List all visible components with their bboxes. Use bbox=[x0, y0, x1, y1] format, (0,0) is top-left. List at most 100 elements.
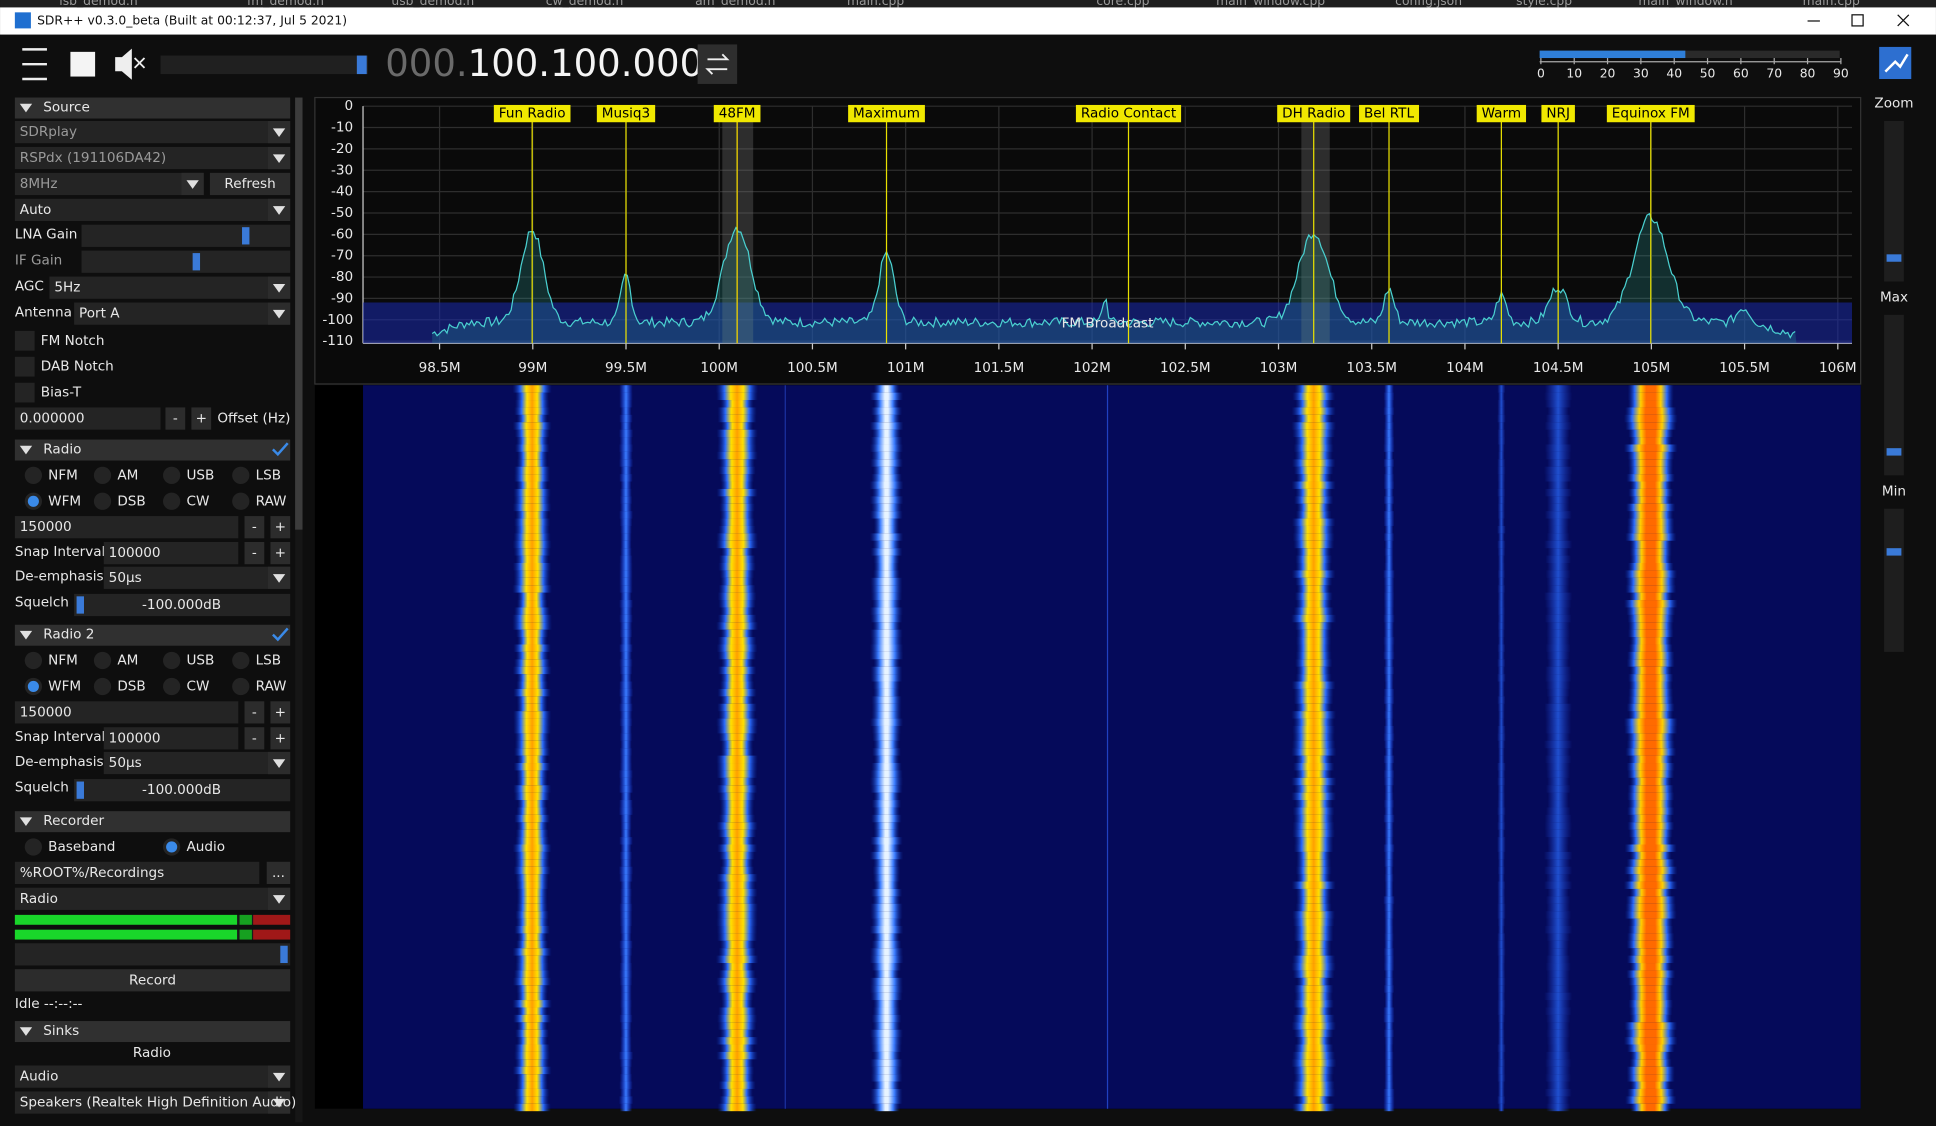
sidebar-scroll-thumb[interactable] bbox=[295, 97, 303, 530]
checkbox-label: Bias-T bbox=[41, 385, 82, 401]
sidebar-scrollbar[interactable] bbox=[295, 97, 303, 1123]
slider[interactable] bbox=[14, 943, 291, 966]
button[interactable] bbox=[270, 516, 291, 539]
waterfall-signal bbox=[1296, 1096, 1331, 1104]
bookmark-tag[interactable] bbox=[493, 104, 571, 123]
bookmark-tag[interactable] bbox=[1541, 104, 1575, 123]
radio-button[interactable] bbox=[163, 651, 181, 670]
waterfall-signal bbox=[716, 533, 758, 541]
section-header[interactable] bbox=[14, 1021, 291, 1043]
button[interactable] bbox=[270, 727, 291, 750]
menu-button[interactable] bbox=[15, 44, 55, 84]
bookmark-tag[interactable] bbox=[596, 104, 656, 123]
waterfall-signal bbox=[1497, 807, 1506, 815]
text-input[interactable] bbox=[103, 727, 239, 750]
section-header[interactable] bbox=[14, 624, 291, 646]
radio-button[interactable] bbox=[93, 492, 112, 510]
radio-button[interactable] bbox=[24, 838, 43, 856]
bookmark-tag[interactable] bbox=[1277, 104, 1351, 123]
band-label: FM Broadcast bbox=[1062, 315, 1154, 331]
radio-button[interactable] bbox=[93, 677, 112, 696]
fft-x-label: 98.5M bbox=[419, 360, 461, 376]
vertical-slider[interactable] bbox=[1884, 314, 1904, 476]
radio-button[interactable] bbox=[93, 651, 112, 670]
waterfall-signal bbox=[717, 666, 757, 675]
button[interactable] bbox=[191, 407, 212, 430]
dropdown[interactable] bbox=[14, 146, 291, 170]
dropdown-arrow bbox=[272, 154, 286, 163]
waterfall-signal bbox=[869, 422, 904, 430]
text-input[interactable] bbox=[14, 861, 260, 885]
waterfall-signal bbox=[1628, 488, 1674, 497]
radio-button[interactable] bbox=[24, 466, 43, 484]
radio-button[interactable] bbox=[232, 651, 250, 670]
vertical-slider[interactable] bbox=[1884, 120, 1904, 282]
dropdown[interactable] bbox=[14, 198, 291, 222]
maximize-button[interactable] bbox=[1851, 14, 1864, 27]
radio-button[interactable] bbox=[163, 492, 181, 510]
slider[interactable] bbox=[81, 224, 291, 247]
section-header[interactable] bbox=[14, 439, 291, 461]
checkbox[interactable] bbox=[14, 382, 35, 403]
checkbox[interactable] bbox=[14, 330, 35, 351]
dropdown[interactable] bbox=[14, 120, 291, 144]
bookmark-tag[interactable] bbox=[1606, 104, 1695, 123]
button[interactable] bbox=[270, 542, 291, 565]
button[interactable] bbox=[244, 701, 265, 724]
slider[interactable] bbox=[74, 593, 291, 617]
radio-button[interactable] bbox=[232, 466, 250, 484]
dropdown[interactable] bbox=[103, 566, 291, 589]
bookmark-tag[interactable] bbox=[1075, 104, 1182, 123]
dropdown[interactable] bbox=[49, 276, 291, 299]
radio-button[interactable] bbox=[232, 677, 250, 696]
button[interactable] bbox=[14, 969, 291, 992]
button[interactable] bbox=[270, 701, 291, 724]
text-input[interactable] bbox=[103, 542, 239, 565]
volume-slider[interactable] bbox=[160, 55, 368, 75]
vertical-slider[interactable] bbox=[1884, 508, 1904, 652]
radio-button[interactable] bbox=[93, 466, 112, 484]
dropdown[interactable] bbox=[14, 172, 204, 196]
text-input[interactable] bbox=[14, 701, 239, 724]
swap-button[interactable] bbox=[697, 44, 738, 84]
waterfall-signal bbox=[1545, 963, 1571, 971]
fft-x-label: 103M bbox=[1260, 360, 1298, 376]
text-input[interactable] bbox=[14, 516, 239, 539]
radio-button[interactable] bbox=[163, 677, 181, 696]
stop-button[interactable] bbox=[70, 51, 96, 77]
radio-button[interactable] bbox=[232, 492, 250, 510]
section-header[interactable] bbox=[14, 97, 291, 119]
bookmark-tag[interactable] bbox=[1359, 104, 1419, 123]
waterfall-signal bbox=[1384, 763, 1394, 771]
slider[interactable] bbox=[74, 779, 291, 802]
radio-button[interactable] bbox=[24, 651, 43, 670]
bookmark-tag[interactable] bbox=[848, 104, 925, 123]
bookmark-tag[interactable] bbox=[1476, 104, 1527, 123]
mute-button[interactable] bbox=[115, 48, 146, 80]
radio-button[interactable] bbox=[163, 466, 181, 484]
bookmark-tag[interactable] bbox=[713, 104, 761, 123]
button[interactable] bbox=[244, 516, 265, 539]
waterfall-signal bbox=[1383, 481, 1395, 489]
button[interactable] bbox=[266, 861, 291, 885]
waterfall-signal bbox=[1293, 444, 1334, 452]
section-header[interactable] bbox=[14, 811, 291, 833]
dropdown[interactable] bbox=[103, 751, 291, 775]
dropdown[interactable] bbox=[14, 1091, 291, 1114]
checkbox[interactable] bbox=[14, 356, 35, 377]
close-button[interactable] bbox=[1897, 14, 1910, 27]
button[interactable] bbox=[209, 172, 291, 196]
dropdown[interactable] bbox=[14, 1065, 291, 1088]
button[interactable] bbox=[244, 727, 265, 750]
bookmark-label: NRJ bbox=[1546, 106, 1570, 122]
dropdown[interactable] bbox=[14, 887, 291, 910]
slider[interactable] bbox=[81, 250, 291, 273]
waterfall-signal bbox=[1498, 518, 1505, 526]
button[interactable] bbox=[165, 407, 186, 430]
waterfall-signal bbox=[719, 503, 755, 512]
text-input[interactable] bbox=[14, 407, 161, 430]
dropdown[interactable] bbox=[74, 302, 291, 325]
waterfall-signal bbox=[1547, 563, 1570, 571]
button[interactable] bbox=[244, 542, 265, 565]
waterfall-signal bbox=[1546, 637, 1570, 645]
